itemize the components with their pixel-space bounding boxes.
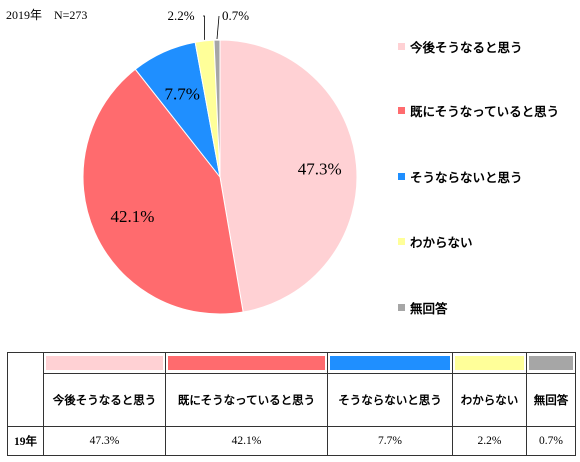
table-header-4: 無回答 — [526, 373, 576, 427]
table-swatch-2 — [330, 356, 450, 370]
legend-label-4: 無回答 — [410, 301, 448, 316]
leader-line-3 — [203, 15, 205, 40]
table-corner-cell — [7, 352, 44, 427]
legend-swatch-4 — [398, 304, 405, 311]
table-swatch-0 — [46, 356, 163, 370]
slice-label-3: 2.2% — [167, 8, 194, 23]
table-swatch-cell-4 — [526, 352, 576, 374]
legend-swatch-3 — [398, 238, 405, 245]
legend-swatch-1 — [398, 107, 405, 114]
slice-label-4: 0.7% — [222, 8, 249, 23]
legend-item-4: 無回答 — [398, 298, 448, 317]
table-swatch-cell-3 — [452, 352, 527, 374]
table-row: 19年 47.3% 42.1% 7.7% 2.2% 0.7% — [7, 426, 576, 456]
table-swatch-3 — [455, 356, 524, 370]
pie-slice-1 — [82, 68, 244, 315]
table-swatch-1 — [168, 356, 325, 370]
legend-swatch-2 — [398, 173, 405, 180]
table-value-2: 7.7% — [327, 426, 453, 456]
chart-subtitle: 2019年 N=273 — [6, 8, 88, 22]
slice-label-1: 42.1% — [110, 207, 154, 226]
table-value-4: 0.7% — [526, 426, 576, 456]
table-swatch-row — [7, 352, 576, 427]
data-table: 今後そうなると思う 既にそうなっていると思う そうならないと思う わからない 無… — [7, 352, 576, 456]
legend-label-2: そうならないと思う — [410, 170, 523, 185]
pie-chart: 47.3% 42.1% 7.7% 2.2% 0.7% — [82, 8, 358, 315]
table-header-2: そうならないと思う — [327, 373, 453, 427]
table-value-1: 42.1% — [165, 426, 328, 456]
slice-label-0: 47.3% — [298, 160, 342, 179]
legend-swatch-0 — [398, 43, 405, 50]
legend-label-3: わからない — [410, 235, 473, 250]
legend-item-1: 既にそうなっていると思う — [398, 101, 559, 120]
slice-label-2: 7.7% — [164, 84, 199, 103]
leader-line-4 — [216, 15, 220, 40]
legend-item-2: そうならないと思う — [398, 167, 523, 186]
table-swatch-cell-1 — [165, 352, 328, 374]
table-swatch-cell-2 — [327, 352, 453, 374]
table-header-3: わからない — [452, 373, 527, 427]
legend-label-1: 既にそうなっていると思う — [410, 104, 560, 119]
table-value-0: 47.3% — [43, 426, 166, 456]
pie-slice-4 — [213, 39, 221, 178]
table-row-label: 19年 — [7, 426, 44, 456]
table-header-row: 今後そうなると思う 既にそうなっていると思う そうならないと思う わからない 無… — [8, 373, 576, 427]
table-swatch-4 — [529, 356, 573, 370]
legend-item-3: わからない — [398, 232, 473, 251]
legend-label-0: 今後そうなると思う — [410, 40, 523, 55]
table-value-3: 2.2% — [452, 426, 527, 456]
pie-slice-0 — [219, 39, 358, 313]
table-header-0: 今後そうなると思う — [43, 373, 166, 427]
table-swatch-cell-0 — [43, 352, 166, 374]
table-header-1: 既にそうなっていると思う — [165, 373, 328, 427]
chart-legend: 今後そうなると思う 既にそうなっていると思う そうならないと思う わからない 無… — [398, 0, 580, 340]
legend-item-0: 今後そうなると思う — [398, 37, 523, 56]
